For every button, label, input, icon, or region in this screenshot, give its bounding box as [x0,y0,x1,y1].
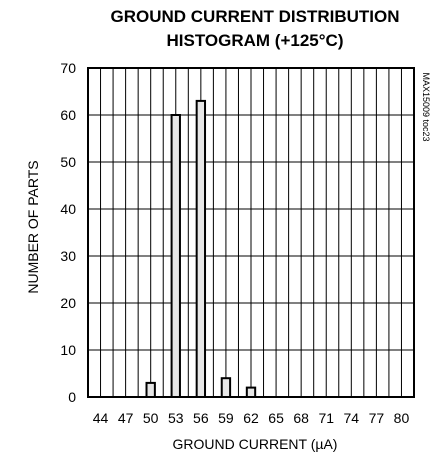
x-tick-label: 50 [143,410,159,426]
histogram-bar-53 [170,114,181,398]
y-tick-labels: 0 10 20 30 40 50 60 70 [60,60,76,405]
y-tick-label: 50 [60,154,76,170]
x-tick-label: 44 [93,410,109,426]
histogram-bar-56 [195,99,207,399]
y-axis-label: NUMBER OF PARTS [25,160,41,293]
x-tick-label: 80 [394,410,410,426]
bars [145,99,257,399]
x-tick-label: 65 [268,410,284,426]
x-tick-label: 47 [118,410,134,426]
y-tick-label: 10 [60,342,76,358]
x-tick-label: 74 [344,410,360,426]
x-tick-label: 68 [293,410,309,426]
x-tick-label: 71 [318,410,334,426]
histogram-bar-59 [220,377,232,399]
y-tick-label: 40 [60,201,76,217]
histogram-bar-62 [245,386,257,399]
x-tick-label: 62 [243,410,259,426]
x-tick-labels: 44 47 50 53 56 59 62 65 68 71 74 77 80 [93,410,410,426]
y-tick-label: 20 [60,295,76,311]
grid-lines [88,68,414,397]
figure-reference-note: MAX15009 toc23 [421,72,431,141]
chart-title-line-1: GROUND CURRENT DISTRIBUTION [111,7,400,26]
histogram-bar-50 [145,381,156,398]
y-tick-label: 30 [60,248,76,264]
y-tick-label: 0 [68,389,76,405]
chart-title-line-2: HISTOGRAM (+125°C) [167,31,344,50]
y-tick-label: 70 [60,60,76,76]
plot-frame [87,67,415,398]
x-tick-label: 56 [193,410,209,426]
x-tick-label: 77 [369,410,385,426]
x-tick-label: 59 [218,410,234,426]
y-tick-label: 60 [60,107,76,123]
x-tick-label: 53 [168,410,184,426]
x-axis-label: GROUND CURRENT (µA) [173,436,338,452]
